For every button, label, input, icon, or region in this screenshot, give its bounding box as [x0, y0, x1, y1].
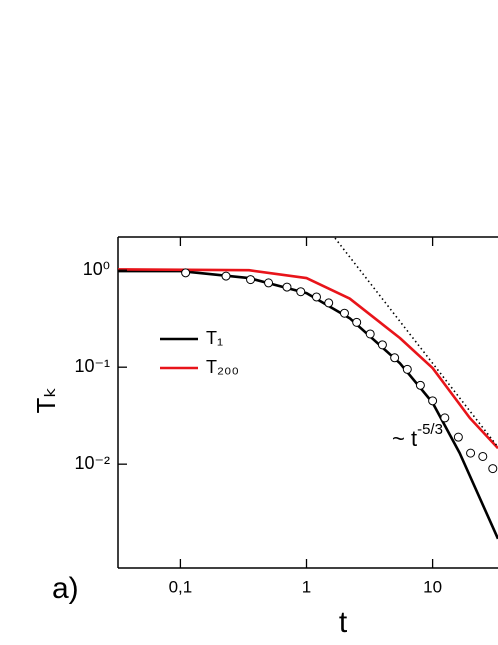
x-tick-label: 0,1 [169, 577, 193, 596]
series-line [118, 269, 498, 540]
guide-line [333, 237, 498, 448]
marker [365, 329, 375, 339]
marker [339, 308, 349, 318]
panel-label: a) [52, 572, 79, 605]
y-axis-label: Tₖ [31, 387, 61, 414]
x-tick-label: 10 [423, 577, 442, 596]
x-axis-label: t [339, 606, 348, 639]
x-tick-label: 1 [302, 577, 311, 596]
marker [402, 364, 412, 374]
marker [453, 432, 463, 442]
marker [296, 287, 306, 297]
y-tick-label: 10⁰ [83, 259, 110, 279]
marker [428, 396, 438, 406]
marker [478, 451, 488, 461]
annotation-text: ~ t [392, 426, 417, 451]
marker [466, 448, 476, 458]
annotation-exponent: -5/3 [417, 421, 443, 438]
y-tick-label: 10⁻² [74, 453, 110, 473]
legend-label: T₁ [206, 328, 223, 348]
y-tick-label: 10⁻¹ [74, 356, 110, 376]
marker [440, 413, 450, 423]
marker [282, 282, 292, 292]
marker [181, 268, 191, 278]
annotation: ~ t-5/3 [392, 421, 443, 451]
marker [311, 292, 321, 302]
legend-label: T₂₀₀ [206, 357, 239, 377]
marker [390, 353, 400, 363]
marker [377, 340, 387, 350]
marker [221, 271, 231, 281]
series-line [118, 268, 498, 450]
marker [264, 278, 274, 288]
marker [246, 275, 256, 285]
marker [415, 380, 425, 390]
plot-area [118, 237, 498, 540]
marker [352, 317, 362, 327]
marker [324, 298, 334, 308]
marker [488, 464, 498, 474]
